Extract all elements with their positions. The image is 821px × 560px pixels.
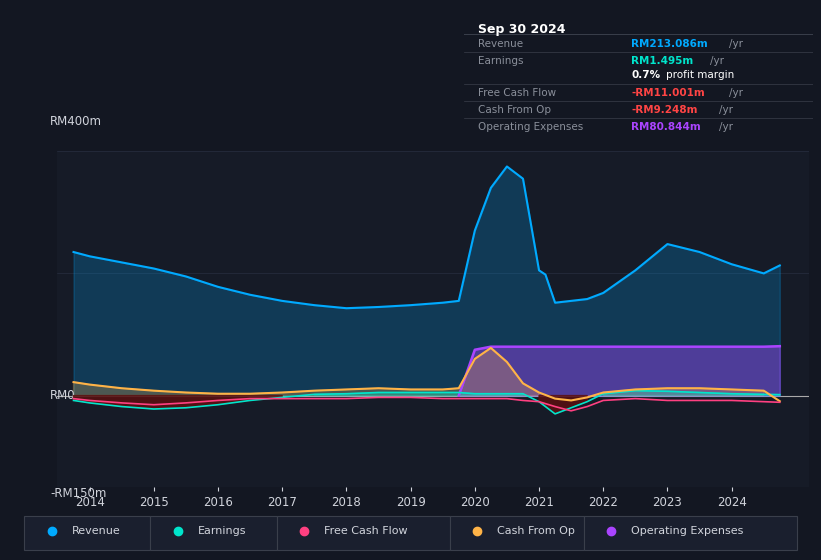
Text: /yr: /yr — [729, 39, 743, 49]
Text: RM400m: RM400m — [50, 115, 102, 128]
Text: Sep 30 2024: Sep 30 2024 — [478, 23, 566, 36]
Text: profit margin: profit margin — [667, 71, 735, 81]
Text: RM0: RM0 — [50, 389, 76, 402]
Text: Free Cash Flow: Free Cash Flow — [323, 526, 407, 536]
Text: /yr: /yr — [709, 56, 723, 66]
Text: -RM150m: -RM150m — [50, 487, 107, 500]
Text: Cash From Op: Cash From Op — [478, 105, 551, 115]
Text: Operating Expenses: Operating Expenses — [478, 122, 583, 132]
Text: 0.7%: 0.7% — [631, 71, 660, 81]
FancyBboxPatch shape — [277, 516, 450, 550]
Text: /yr: /yr — [719, 105, 733, 115]
FancyBboxPatch shape — [584, 516, 796, 550]
FancyBboxPatch shape — [450, 516, 584, 550]
Text: Earnings: Earnings — [198, 526, 246, 536]
Text: Revenue: Revenue — [71, 526, 121, 536]
Text: RM80.844m: RM80.844m — [631, 122, 701, 132]
Text: Operating Expenses: Operating Expenses — [631, 526, 744, 536]
Text: Free Cash Flow: Free Cash Flow — [478, 87, 556, 97]
Text: Revenue: Revenue — [478, 39, 523, 49]
FancyBboxPatch shape — [25, 516, 150, 550]
Text: Earnings: Earnings — [478, 56, 523, 66]
Text: RM213.086m: RM213.086m — [631, 39, 708, 49]
Text: RM1.495m: RM1.495m — [631, 56, 694, 66]
Text: /yr: /yr — [719, 122, 733, 132]
Text: /yr: /yr — [729, 87, 743, 97]
Text: -RM9.248m: -RM9.248m — [631, 105, 698, 115]
FancyBboxPatch shape — [150, 516, 277, 550]
Text: -RM11.001m: -RM11.001m — [631, 87, 705, 97]
Text: Cash From Op: Cash From Op — [498, 526, 575, 536]
